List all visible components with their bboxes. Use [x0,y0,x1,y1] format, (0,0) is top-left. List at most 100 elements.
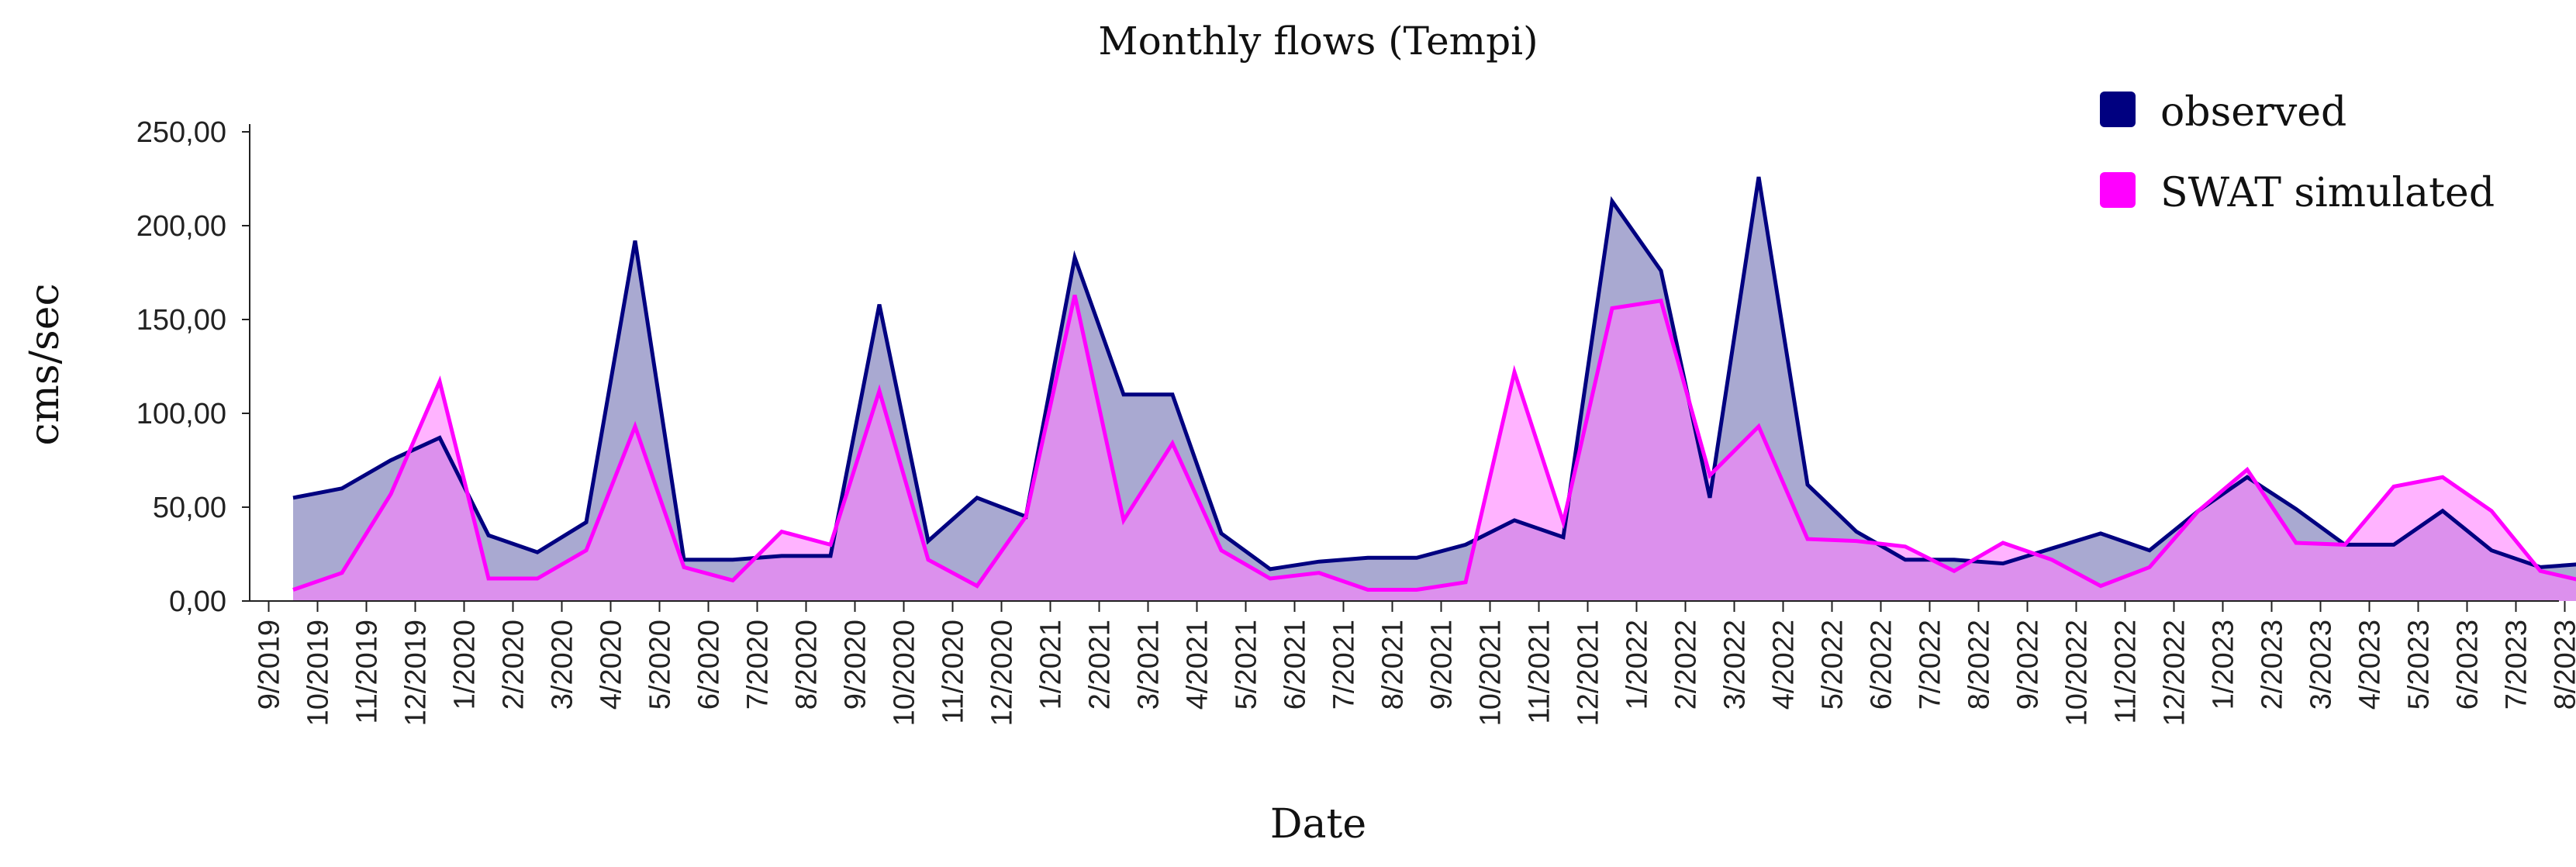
swat-simulated-point [2491,510,2492,511]
plot-area [292,176,2576,601]
observed-point [2003,563,2004,564]
x-tick-label: 9/2022 [2012,620,2045,710]
swat-simulated-point [928,559,929,560]
x-tick-label: 12/2020 [986,620,1019,726]
x-tick-label: 5/2020 [644,620,677,710]
observed-point [2540,567,2541,568]
y-tick-label: 200,00 [136,210,226,243]
observed-point [879,304,880,305]
x-tick-label: 10/2022 [2061,620,2094,726]
swat-simulated-point [977,585,978,586]
observed-point [684,559,685,560]
x-tick-label: 11/2020 [938,620,970,724]
x-tick-label: 7/2021 [1328,620,1361,710]
swat-simulated-point [2052,559,2053,560]
x-tick-label: 2/2022 [1670,620,1703,710]
y-axis-ticks: 0,00 50,00 100,00 150,00 200,00 250,00 [136,116,250,618]
x-tick-label: 8/2020 [791,620,824,710]
x-tick-label: 12/2022 [2159,620,2191,726]
swat-simulated-point [1954,571,1955,572]
observed-point [537,552,538,553]
observed-point [1221,533,1222,534]
x-tick-label: 1/2022 [1621,620,1654,710]
x-tick-label: 1/2023 [2208,620,2240,710]
y-axis-title: cms/sec [22,283,68,445]
swat-simulated-point [342,572,343,573]
swat-simulated-point [391,494,392,495]
observed-point [977,497,978,498]
x-tick-label: 12/2019 [400,620,433,726]
y-tick-label: 0,00 [169,585,226,618]
observed-point [1710,497,1711,498]
x-tick-label: 2/2021 [1084,620,1117,710]
observed-point [342,488,343,489]
swat-simulated-point [2345,544,2346,545]
observed-point [1856,531,1857,532]
swat-simulated-point [1221,550,1222,551]
observed-point [1612,201,1613,202]
y-tick-label: 50,00 [153,492,226,524]
observed-point [1172,394,1173,395]
observed-point [830,555,831,556]
observed-point [2491,550,2492,551]
x-tick-label: 8/2021 [1377,620,1410,710]
observed-point [2247,477,2248,478]
swat-simulated-point [1905,546,1906,547]
observed-point [391,460,392,461]
swat-simulated-point [1319,572,1320,573]
swat-simulated-point [2296,543,2297,544]
x-axis-ticks: 9/2019 10/2019 11/2019 12/2019 1/2020 2/2020 3… [250,600,2576,726]
x-tick-label: 6/2022 [1866,620,1898,710]
swat-simulated-point [1368,589,1369,590]
swat-simulated-point [2247,469,2248,470]
swat-simulated-point [1514,371,1515,372]
x-tick-label: 11/2022 [2110,620,2143,724]
swat-simulated-point [2394,486,2395,487]
y-tick-label: 150,00 [136,304,226,337]
x-tick-label: 9/2021 [1426,620,1459,710]
x-tick-label: 9/2020 [840,620,872,710]
swat-simulated-legend-swatch [2100,172,2136,208]
x-tick-label: 9/2019 [254,620,286,710]
y-tick-label: 100,00 [136,398,226,430]
x-tick-label: 6/2020 [693,620,726,710]
x-tick-label: 4/2023 [2354,620,2387,710]
swat-simulated-point [733,580,734,581]
x-tick-label: 5/2021 [1231,620,1263,710]
x-tick-label: 6/2023 [2452,620,2484,710]
observed-point [1270,568,1271,569]
swat-simulated-point [1563,522,1564,523]
x-tick-label: 1/2020 [449,620,482,710]
observed-point [586,522,587,523]
swat-simulated-point [879,391,880,392]
x-tick-label: 3/2022 [1719,620,1752,710]
x-tick-label: 7/2020 [742,620,775,710]
x-tick-label: 11/2021 [1524,620,1556,724]
x-tick-label: 3/2023 [2305,620,2338,710]
x-tick-label: 3/2021 [1133,620,1165,710]
swat-simulated-line [292,294,2576,592]
x-tick-label: 2/2023 [2257,620,2289,710]
x-tick-label: 2/2020 [498,620,530,710]
swat-simulated-point [293,589,294,590]
observed-legend-label: observed [2160,89,2346,136]
swat-simulated-point [586,550,587,551]
observed-point [733,559,734,560]
observed-legend-swatch [2100,92,2136,127]
swat-simulated-point [1172,443,1173,444]
observed-point [1319,561,1320,562]
x-tick-label: 7/2023 [2501,620,2533,710]
x-axis-title: Date [1270,801,1366,848]
x-tick-label: 3/2020 [547,620,579,710]
observed-point [1075,257,1076,258]
swat-simulated-point [1612,308,1613,309]
swat-simulated-legend-label: SWAT simulated [2160,170,2495,216]
x-tick-label: 12/2021 [1573,620,1605,726]
x-tick-label: 10/2021 [1475,620,1507,726]
x-tick-label: 1/2021 [1035,620,1068,710]
x-tick-label: 5/2023 [2403,620,2436,710]
x-tick-label: 8/2022 [1963,620,1996,710]
swat-simulated-point [2003,543,2004,544]
x-tick-label: 10/2019 [302,620,335,726]
swat-simulated-point [830,544,831,545]
